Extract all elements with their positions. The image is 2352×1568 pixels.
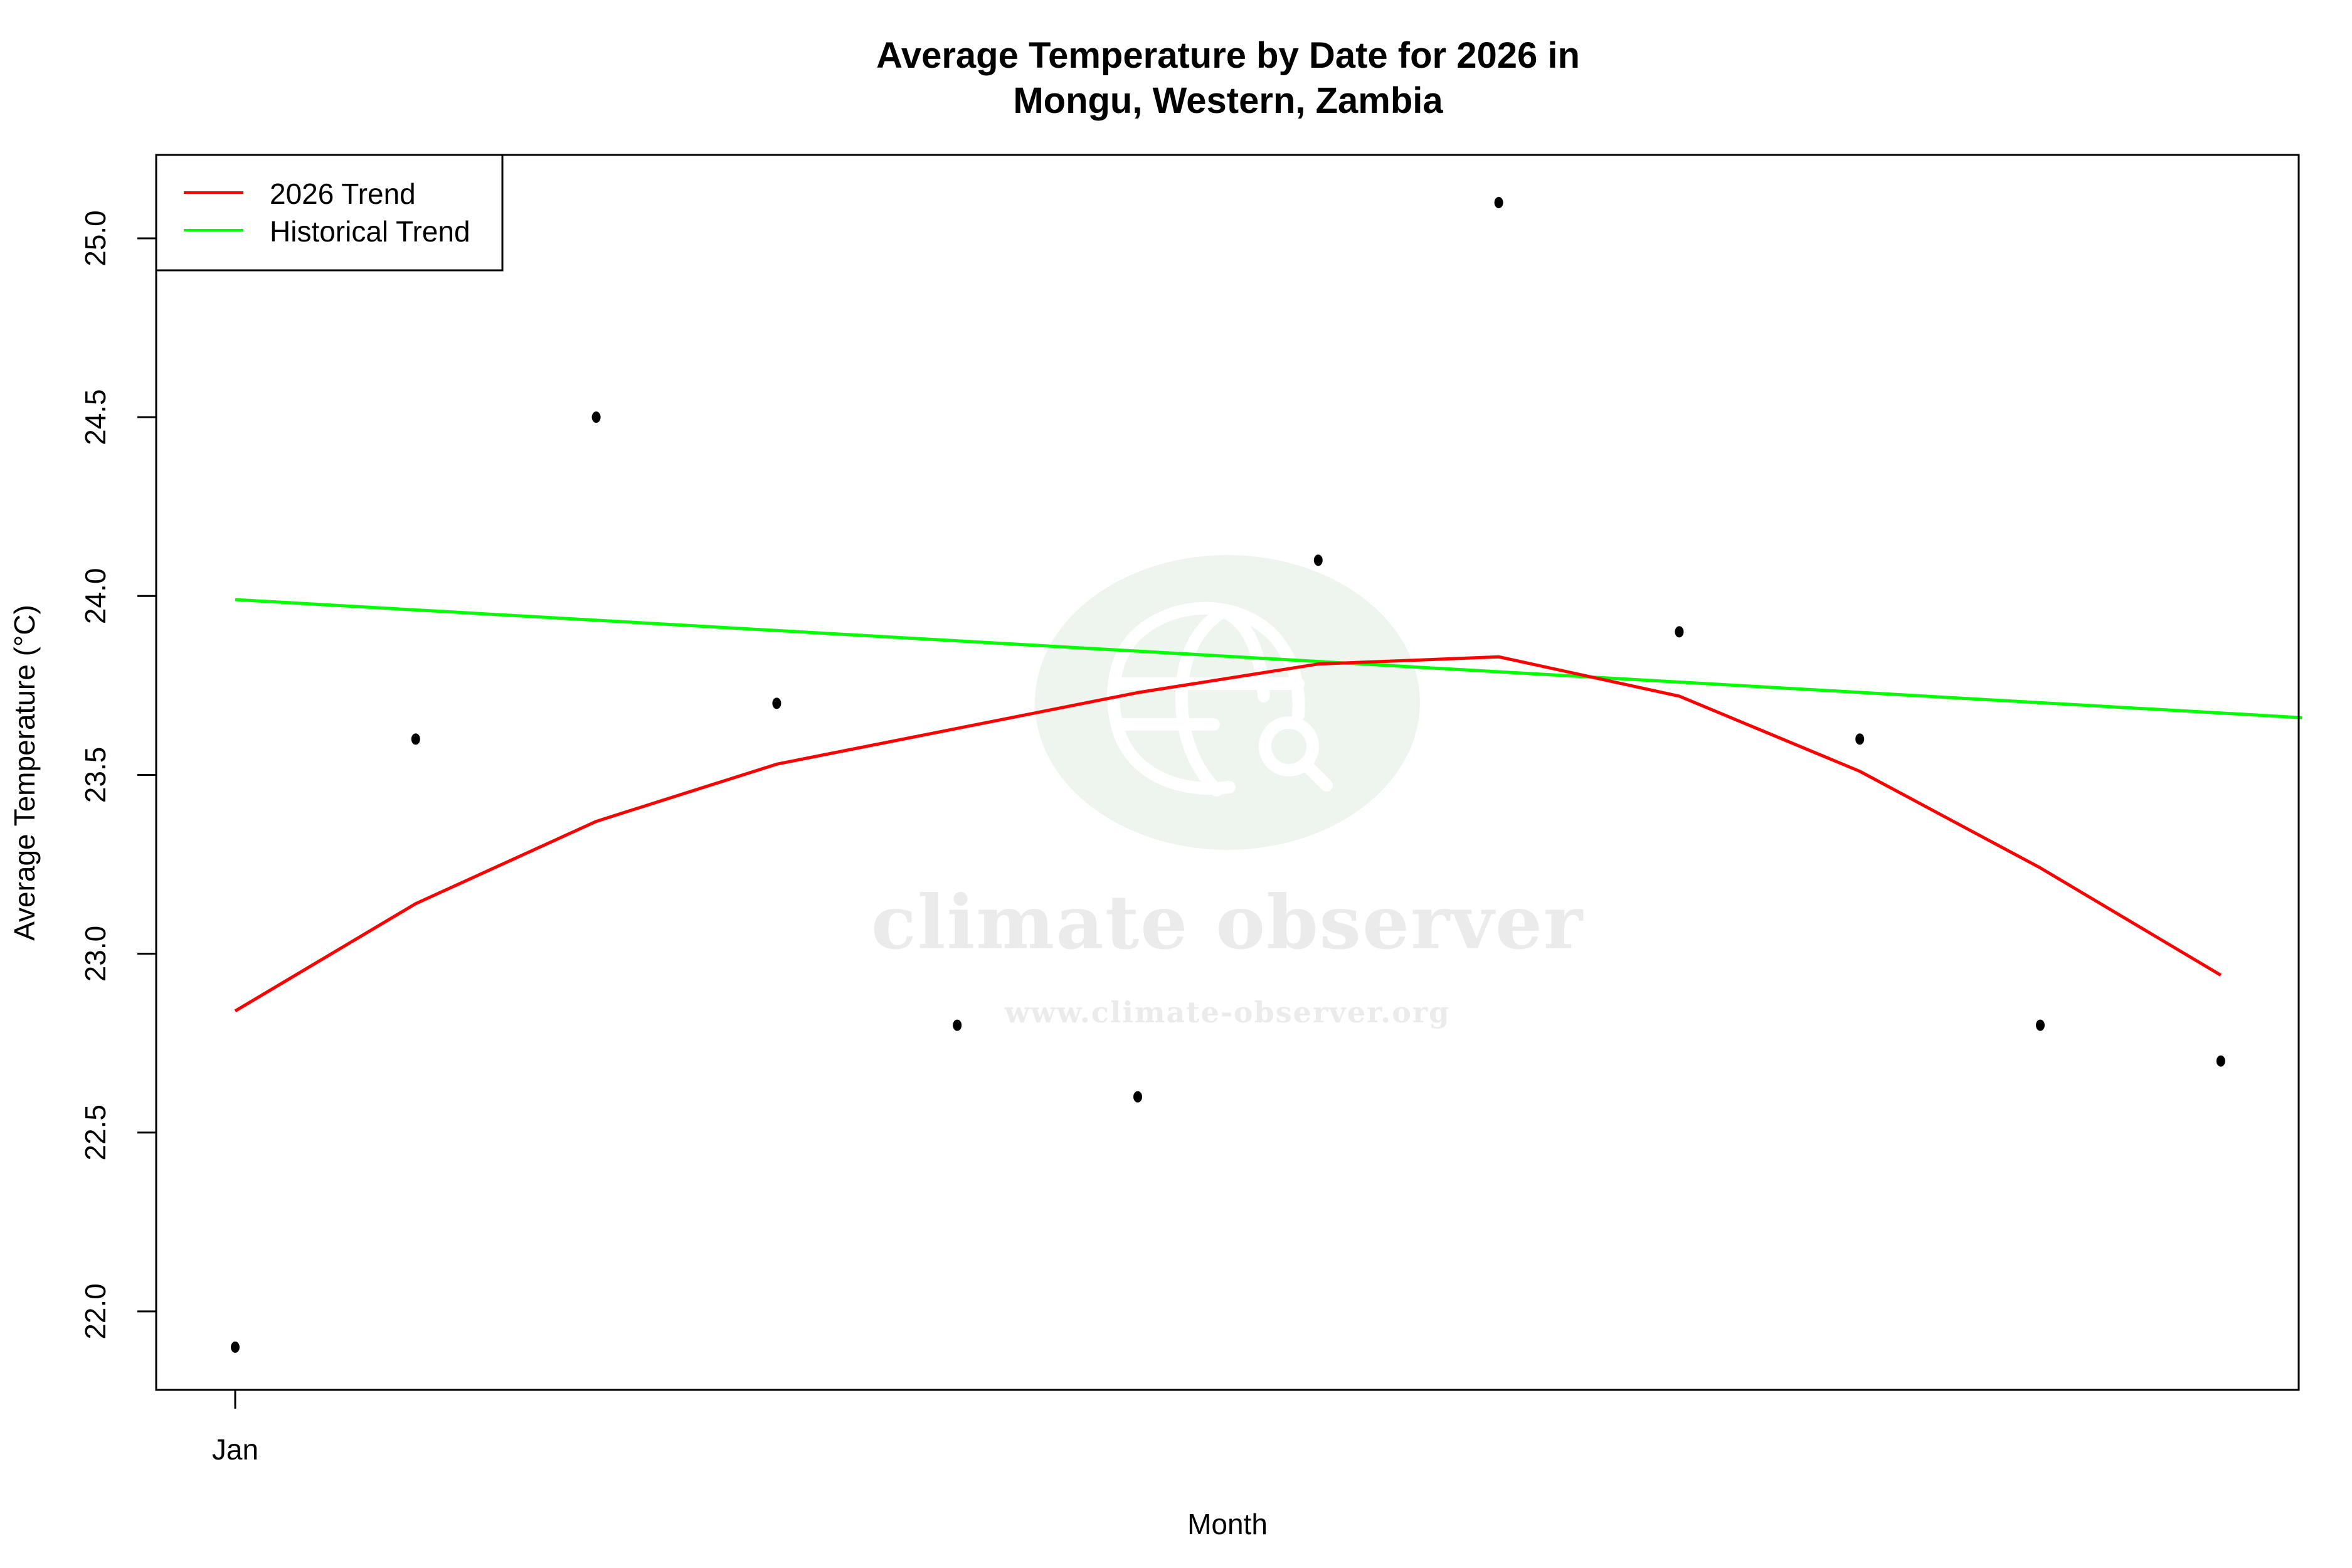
data-point [772, 697, 781, 709]
x-axis-label: Month [1187, 1508, 1268, 1540]
data-point [591, 411, 601, 423]
y-axis: 22.0 22.5 23.0 23.5 24.0 24.5 25.0 [79, 210, 156, 1340]
globe-search-icon [1107, 601, 1333, 797]
historical-trend-line [235, 598, 2302, 719]
trend-2026-line [234, 655, 2222, 1012]
data-point [411, 733, 420, 745]
data-point [2216, 1055, 2225, 1067]
watermark-name: climate observer [871, 879, 1584, 966]
data-point [1133, 1091, 1142, 1103]
legend-box [155, 154, 504, 272]
data-point [953, 1019, 962, 1031]
watermark-url: www.climate-observer.org [1004, 995, 1451, 1029]
data-point [1494, 196, 1503, 208]
data-point [1675, 626, 1684, 638]
watermark: climate observer www.climate-observer.or… [871, 555, 1584, 1029]
y-tick-label: 23.5 [79, 747, 112, 803]
y-tick-label: 24.0 [79, 568, 112, 625]
legend-label-2026-trend: 2026 Trend [270, 177, 416, 210]
x-tick-label: Jan [212, 1433, 258, 1466]
y-tick-label: 25.0 [79, 210, 112, 267]
y-tick-label: 22.0 [79, 1283, 112, 1340]
data-point [231, 1341, 240, 1353]
y-tick-label: 22.5 [79, 1104, 112, 1161]
y-axis-label: Average Temperature (°C) [8, 605, 41, 941]
data-point [1855, 733, 1865, 745]
legend-label-historical-trend: Historical Trend [270, 215, 470, 248]
y-tick-label: 23.0 [79, 926, 112, 982]
historical-trend-path [235, 598, 2302, 719]
observed-points [231, 196, 2225, 1353]
data-point [1313, 554, 1323, 566]
legend: 2026 Trend Historical Trend [155, 154, 504, 272]
trend-2026-path [234, 655, 2222, 1012]
data-point [2036, 1019, 2045, 1031]
x-axis: Jan [212, 1390, 258, 1466]
y-tick-label: 24.5 [79, 389, 112, 445]
plot-frame [155, 154, 2300, 1391]
chart-title: Average Temperature by Date for 2026 in [876, 35, 1580, 76]
chart-subtitle: Mongu, Western, Zambia [1013, 80, 1443, 121]
